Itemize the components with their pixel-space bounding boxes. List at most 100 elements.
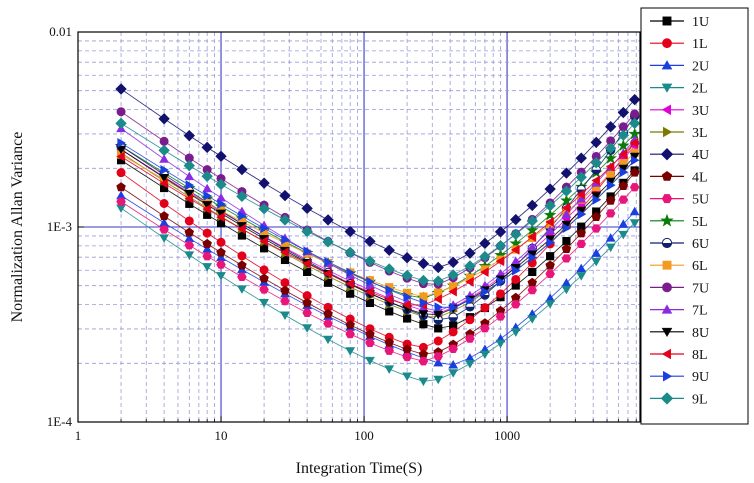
x-tick-label: 10 <box>215 428 228 443</box>
legend-label: 4U <box>692 148 709 163</box>
data-point-5U <box>365 338 375 348</box>
data-point-8L <box>237 224 246 234</box>
data-point-5L <box>604 151 617 164</box>
data-point-7L <box>576 194 587 203</box>
legend-label: 1U <box>692 15 709 30</box>
data-point-8L <box>561 202 571 213</box>
data-point-7L <box>202 183 213 193</box>
data-point-4U <box>201 141 213 154</box>
legend-marker <box>661 327 673 338</box>
axis-ticks: 1 10 100 1000 1E-4 1E-3 0.01 <box>47 24 637 443</box>
data-point-7U <box>159 136 169 146</box>
data-point-9U <box>385 284 395 295</box>
data-point-5U <box>302 308 312 317</box>
data-point-9U <box>238 211 247 221</box>
data-point-5U <box>480 324 490 333</box>
data-point-8L <box>576 189 585 200</box>
data-point-9U <box>619 167 629 178</box>
data-point-9U <box>281 234 290 245</box>
legend-marker <box>662 260 672 270</box>
data-point-9U <box>528 252 538 263</box>
y-tick-label: 1E-3 <box>47 219 72 234</box>
data-point-4U <box>183 129 195 142</box>
legend-item-8U: 8U <box>650 326 709 341</box>
data-point-4L <box>345 320 355 330</box>
data-point-8L <box>465 276 474 287</box>
data-point-1L <box>216 237 226 247</box>
data-point-9L <box>526 215 538 227</box>
data-point-9L <box>158 144 170 157</box>
data-point-8U <box>418 310 429 319</box>
data-point-2U <box>618 219 629 228</box>
data-point-1L <box>259 265 269 275</box>
data-point-9L <box>279 214 291 226</box>
data-point-9U <box>419 297 429 308</box>
data-point-4L <box>323 308 333 318</box>
data-point-1L <box>184 216 194 226</box>
legend-label: 8L <box>692 348 708 363</box>
data-point-6U-fill <box>480 294 490 300</box>
legend-label: 2U <box>692 59 709 74</box>
data-point-4L <box>280 285 290 295</box>
data-point-4L <box>259 273 269 283</box>
data-point-8L <box>202 204 211 215</box>
data-point-2L <box>629 219 640 228</box>
legend: 1U 1L 2U 2L 3U 3L 4U 4L 5U 5L 6U 6L 7U 7L 8U 8L 9U 9L <box>640 7 749 425</box>
data-point-9L <box>115 117 127 130</box>
data-point-8L <box>510 244 520 255</box>
data-point-1U <box>546 252 555 261</box>
legend-item-7U: 7U <box>650 281 709 296</box>
legend-item-4L: 4L <box>650 170 708 185</box>
data-point-1L <box>202 228 212 238</box>
series-8L <box>116 138 639 310</box>
data-point-5U <box>545 269 555 279</box>
data-point-2L <box>448 369 459 378</box>
data-point-1L <box>159 198 169 208</box>
data-point-2L <box>159 234 169 243</box>
data-point-4U <box>560 167 573 179</box>
data-point-9U <box>466 295 475 306</box>
data-point-9L <box>236 190 248 203</box>
data-point-9L <box>401 269 413 282</box>
data-point-8U <box>159 174 169 183</box>
data-point-9L <box>494 240 507 252</box>
series-2L <box>116 204 640 387</box>
data-point-9U <box>546 237 555 248</box>
data-point-9U <box>217 199 226 209</box>
data-point-8U <box>116 145 126 155</box>
data-point-4U <box>575 152 587 164</box>
data-point-5L <box>526 223 539 236</box>
data-point-9L <box>544 200 556 212</box>
data-point-2L <box>465 360 475 369</box>
data-point-8L <box>605 161 615 172</box>
data-point-2U <box>433 357 444 367</box>
data-point-8L <box>259 236 268 247</box>
legend-marker <box>661 170 673 181</box>
data-point-5U <box>629 183 640 192</box>
legend-marker <box>662 38 672 49</box>
legend-item-3U: 3U <box>650 104 709 119</box>
data-point-4U <box>526 199 538 212</box>
legend-label: 8U <box>692 326 709 341</box>
data-point-9U <box>403 292 412 302</box>
data-point-5U <box>280 296 290 306</box>
legend-label: 6U <box>692 237 709 252</box>
data-point-9U <box>260 223 269 234</box>
data-point-9U <box>592 194 602 205</box>
data-point-5U <box>116 197 126 206</box>
legend-marker-fill <box>662 243 672 248</box>
data-point-1U <box>403 314 412 323</box>
data-point-4U <box>510 213 522 226</box>
data-point-6U-fill <box>465 306 475 311</box>
data-point-2L <box>545 300 556 309</box>
data-point-4U <box>364 235 376 248</box>
data-point-4U <box>464 247 476 259</box>
data-point-4L <box>216 247 226 257</box>
data-point-5U <box>618 195 629 204</box>
series-9L <box>115 117 641 287</box>
data-point-2L <box>184 251 195 260</box>
data-point-5U <box>495 312 506 321</box>
data-point-4U <box>236 163 248 176</box>
data-point-2L <box>323 335 333 345</box>
